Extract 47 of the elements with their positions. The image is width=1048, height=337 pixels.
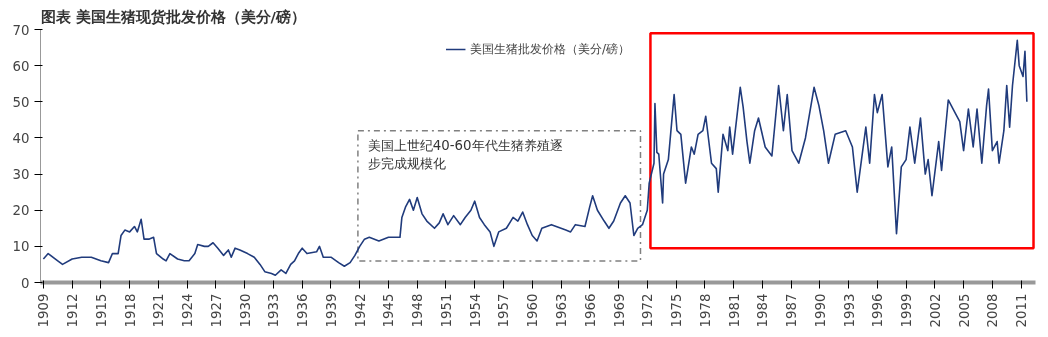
x-tick-label: 1960 bbox=[525, 293, 541, 328]
y-tick-label: 0 bbox=[21, 275, 30, 291]
chart-title: 图表 美国生猪现货批发价格（美分/磅） bbox=[40, 7, 306, 25]
line-series bbox=[42, 39, 1028, 277]
x-tick-label: 1915 bbox=[93, 293, 109, 328]
y-tick-label: 30 bbox=[12, 167, 30, 183]
annotation: 美国上世纪40-60年代生猪养殖逐步完成规模化 bbox=[367, 138, 563, 172]
y-tick-label: 50 bbox=[12, 94, 30, 110]
x-tick-label: 1927 bbox=[208, 293, 224, 328]
x-tick-label: 1924 bbox=[180, 293, 196, 328]
y-tick-label: 70 bbox=[12, 22, 30, 38]
x-tick-label: 1945 bbox=[381, 293, 397, 328]
x-tick-label: 1939 bbox=[323, 293, 339, 328]
y-tick-label: 10 bbox=[12, 239, 30, 255]
x-tick-label: 2005 bbox=[956, 293, 972, 328]
x-tick-label: 2011 bbox=[1014, 293, 1030, 328]
x-tick-label: 1936 bbox=[295, 293, 311, 328]
x-tick-label: 1930 bbox=[237, 293, 253, 328]
x-tick-label: 1954 bbox=[467, 293, 483, 328]
y-tick-label: 60 bbox=[12, 58, 30, 74]
x-tick-label: 1966 bbox=[582, 293, 598, 328]
x-tick-label: 1990 bbox=[812, 293, 828, 328]
legend-label: 美国生猪批发价格（美分/磅） bbox=[469, 40, 631, 58]
x-tick-label: 1981 bbox=[726, 293, 742, 328]
x-tick-label: 1975 bbox=[669, 293, 685, 328]
x-tick-label: 1984 bbox=[755, 293, 771, 328]
x-tick-label: 1999 bbox=[899, 293, 915, 328]
x-tick-label: 1957 bbox=[496, 293, 512, 328]
x-tick-label: 2002 bbox=[927, 293, 943, 328]
x-tick-label: 1978 bbox=[697, 293, 713, 328]
x-tick-label: 1918 bbox=[122, 293, 138, 328]
y-tick-label: 20 bbox=[12, 203, 30, 219]
x-tick-label: 1969 bbox=[611, 293, 627, 328]
x-tick-label: 1942 bbox=[352, 293, 368, 328]
x-tick-label: 1921 bbox=[151, 293, 167, 328]
x-tick-label: 1996 bbox=[870, 293, 886, 328]
x-tick-label: 1963 bbox=[554, 293, 570, 328]
x-tick-label: 2008 bbox=[985, 293, 1001, 328]
x-tick-label: 1993 bbox=[841, 293, 857, 328]
y-tick-label: 40 bbox=[12, 130, 30, 146]
x-tick-label: 1948 bbox=[410, 293, 426, 328]
x-tick-label: 1972 bbox=[640, 293, 656, 328]
x-tick-label: 1912 bbox=[65, 293, 81, 328]
x-tick-label: 1951 bbox=[438, 293, 454, 328]
x-tick-label: 1909 bbox=[36, 293, 52, 328]
x-tick-label: 1933 bbox=[266, 293, 282, 328]
x-tick-label: 1987 bbox=[784, 293, 800, 328]
